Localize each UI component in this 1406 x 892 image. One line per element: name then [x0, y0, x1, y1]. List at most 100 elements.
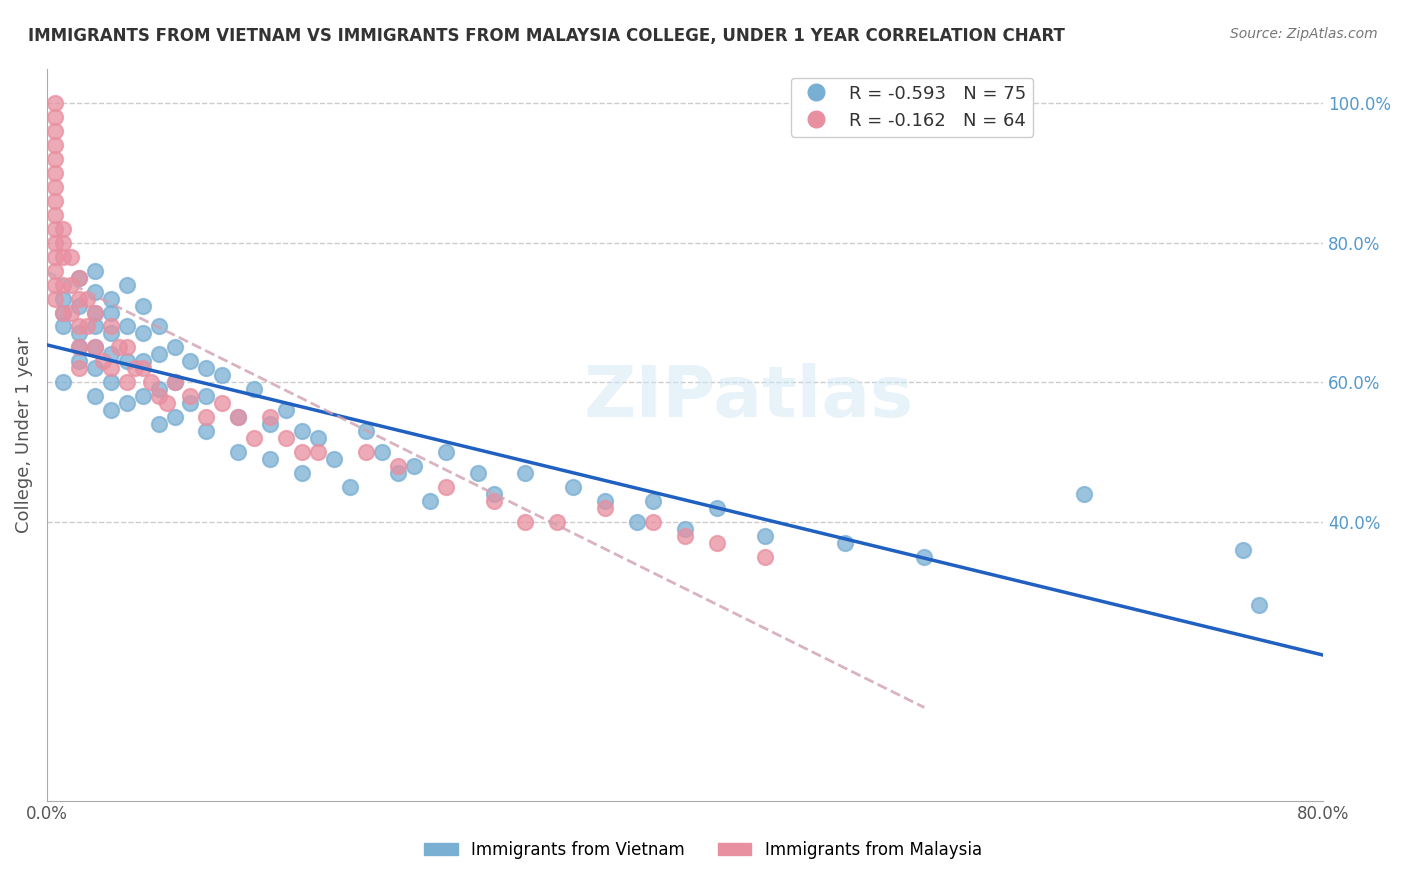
Point [52, 250, 75, 264]
Point [482, 487, 505, 501]
Point [276, 403, 298, 417]
Point [211, 368, 233, 383]
Point [100, 292, 122, 306]
Y-axis label: College, Under 1 year: College, Under 1 year [15, 336, 32, 533]
Point [323, 452, 346, 467]
Point [44, 166, 66, 180]
Point [259, 417, 281, 431]
Point [52, 277, 75, 292]
Point [228, 410, 250, 425]
Point [354, 445, 377, 459]
Point [593, 493, 616, 508]
Point [44, 96, 66, 111]
Point [115, 319, 138, 334]
Point [83, 389, 105, 403]
Legend: Immigrants from Vietnam, Immigrants from Malaysia: Immigrants from Vietnam, Immigrants from… [418, 835, 988, 866]
Point [387, 458, 409, 473]
Point [291, 466, 314, 480]
Point [148, 347, 170, 361]
Point [44, 111, 66, 125]
Point [434, 480, 457, 494]
Point [243, 431, 266, 445]
Point [44, 208, 66, 222]
Point [195, 361, 218, 376]
Point [115, 376, 138, 390]
Point [59, 277, 82, 292]
Point [131, 361, 153, 376]
Point [131, 354, 153, 368]
Point [107, 340, 129, 354]
Point [307, 431, 329, 445]
Point [44, 152, 66, 166]
Point [243, 382, 266, 396]
Point [44, 250, 66, 264]
Point [482, 493, 505, 508]
Point [115, 277, 138, 292]
Point [83, 305, 105, 319]
Point [706, 500, 728, 515]
Point [83, 340, 105, 354]
Point [834, 535, 856, 549]
Point [67, 340, 90, 354]
Point [754, 549, 776, 564]
Point [402, 458, 425, 473]
Point [44, 263, 66, 277]
Point [59, 250, 82, 264]
Point [67, 340, 90, 354]
Point [706, 535, 728, 549]
Point [291, 424, 314, 438]
Point [83, 340, 105, 354]
Text: IMMIGRANTS FROM VIETNAM VS IMMIGRANTS FROM MALAYSIA COLLEGE, UNDER 1 YEAR CORREL: IMMIGRANTS FROM VIETNAM VS IMMIGRANTS FR… [28, 27, 1064, 45]
Point [83, 285, 105, 299]
Point [673, 529, 696, 543]
Point [354, 424, 377, 438]
Point [228, 410, 250, 425]
Point [163, 410, 186, 425]
Point [67, 361, 90, 376]
Point [44, 235, 66, 250]
Point [259, 410, 281, 425]
Point [515, 466, 537, 480]
Point [44, 124, 66, 138]
Point [593, 500, 616, 515]
Point [912, 549, 935, 564]
Point [44, 277, 66, 292]
Point [307, 445, 329, 459]
Point [52, 305, 75, 319]
Point [155, 396, 177, 410]
Point [195, 389, 218, 403]
Point [67, 326, 90, 341]
Point [52, 376, 75, 390]
Text: ZIPatlas: ZIPatlas [583, 363, 914, 433]
Point [76, 292, 98, 306]
Point [515, 515, 537, 529]
Point [44, 194, 66, 208]
Point [467, 466, 489, 480]
Point [179, 354, 201, 368]
Point [100, 376, 122, 390]
Point [643, 515, 665, 529]
Point [179, 389, 201, 403]
Point [83, 305, 105, 319]
Point [163, 376, 186, 390]
Point [100, 326, 122, 341]
Point [115, 340, 138, 354]
Point [76, 319, 98, 334]
Point [195, 410, 218, 425]
Point [59, 305, 82, 319]
Legend: R = -0.593   N = 75, R = -0.162   N = 64: R = -0.593 N = 75, R = -0.162 N = 64 [792, 78, 1033, 137]
Point [100, 361, 122, 376]
Point [91, 354, 114, 368]
Point [67, 299, 90, 313]
Point [52, 222, 75, 236]
Point [115, 354, 138, 368]
Point [1232, 542, 1254, 557]
Point [148, 382, 170, 396]
Point [83, 263, 105, 277]
Point [562, 480, 585, 494]
Point [148, 417, 170, 431]
Point [546, 515, 568, 529]
Point [131, 389, 153, 403]
Point [100, 305, 122, 319]
Point [339, 480, 361, 494]
